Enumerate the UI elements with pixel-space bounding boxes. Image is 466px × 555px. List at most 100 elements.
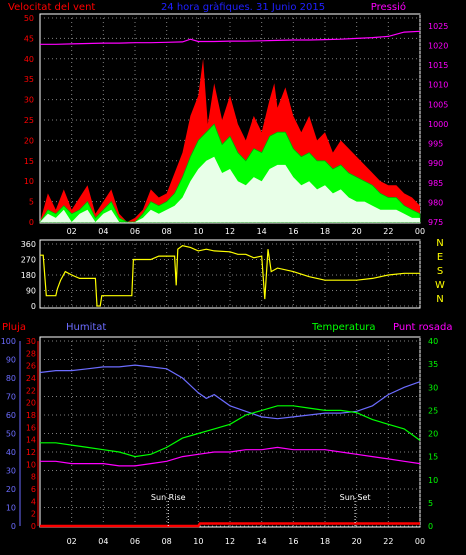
humidity-y-tick-label: 60 — [6, 411, 16, 420]
wind-y-tick-label: 40 — [24, 55, 34, 64]
pressure-y-tick-label: 995 — [428, 140, 443, 149]
climate-x-tick-label: 18 — [320, 537, 330, 546]
climate-x-tick-label: 12 — [225, 537, 235, 546]
climate-x-tick-label: 16 — [288, 537, 298, 546]
wind-y-tick-label: 0 — [29, 218, 34, 227]
climate-x-tick-label: 14 — [257, 537, 267, 546]
pressure-y-tick-label: 985 — [428, 179, 443, 188]
compass-label: S — [437, 266, 443, 277]
wind-x-tick-label: 08 — [162, 227, 172, 236]
rain-y-tick-label: 22 — [26, 386, 36, 395]
rain-y-tick-label: 26 — [26, 362, 36, 371]
pressure-y-tick-label: 975 — [428, 218, 443, 227]
direction-y-tick-label: 360 — [21, 240, 36, 249]
rain-y-tick-label: 10 — [26, 460, 36, 469]
humidity-y-tick-label: 20 — [6, 485, 16, 494]
pressure-y-tick-label: 1005 — [428, 100, 448, 109]
compass-label: E — [437, 252, 443, 263]
humidity-y-tick-label: 70 — [6, 393, 16, 402]
wind-y-tick-label: 50 — [24, 14, 34, 23]
wind-x-tick-label: 14 — [257, 227, 267, 236]
wind-x-tick-label: 06 — [130, 227, 140, 236]
humidity-y-tick-label: 50 — [6, 430, 16, 439]
sunrise-label: Sun Rise — [151, 493, 186, 502]
temperature-label: Temperatura — [311, 322, 376, 333]
rain-y-tick-label: 16 — [26, 423, 36, 432]
pressure-y-tick-label: 1015 — [428, 61, 448, 70]
climate-x-tick-label: 02 — [67, 537, 77, 546]
climate-x-tick-label: 10 — [193, 537, 203, 546]
wind-x-tick-label: 00 — [415, 227, 425, 236]
wind-y-tick-label: 30 — [24, 96, 34, 105]
temp-y-tick-label: 40 — [428, 337, 438, 346]
climate-x-tick-label: 06 — [130, 537, 140, 546]
wind-speed-title: Velocitat del vent — [8, 2, 95, 13]
temp-y-tick-label: 5 — [428, 499, 433, 508]
temp-y-tick-label: 30 — [428, 383, 438, 392]
pressure-y-tick-label: 1020 — [428, 41, 448, 50]
wind-x-tick-label: 16 — [288, 227, 298, 236]
climate-x-tick-label: 22 — [383, 537, 393, 546]
pressure-y-tick-label: 1025 — [428, 22, 448, 31]
temp-y-tick-label: 25 — [428, 406, 438, 415]
temp-y-tick-label: 15 — [428, 453, 438, 462]
temp-y-tick-label: 35 — [428, 360, 438, 369]
wind-x-tick-label: 20 — [352, 227, 362, 236]
direction-y-tick-label: 270 — [21, 256, 36, 265]
temperature-series — [40, 405, 421, 458]
climate-x-tick-label: 00 — [415, 537, 425, 546]
compass-label: N — [436, 238, 443, 249]
rain-y-tick-label: 6 — [31, 485, 36, 494]
humidity-y-tick-label: 100 — [1, 337, 16, 346]
rain-y-tick-label: 0 — [31, 522, 36, 531]
wind-x-tick-label: 12 — [225, 227, 235, 236]
rain-y-tick-label: 8 — [31, 473, 36, 482]
humidity-y-tick-label: 30 — [6, 467, 16, 476]
rain-y-tick-label: 18 — [26, 411, 36, 420]
compass-label: W — [435, 280, 445, 291]
rain-y-tick-label: 4 — [31, 497, 36, 506]
humidity-y-tick-label: 0 — [11, 522, 16, 531]
wind-x-tick-label: 04 — [98, 227, 108, 236]
wind-y-tick-label: 35 — [24, 75, 34, 84]
climate-x-tick-label: 08 — [162, 537, 172, 546]
rain-y-tick-label: 28 — [26, 349, 36, 358]
humidity-series — [39, 364, 421, 420]
wind-y-tick-label: 15 — [24, 157, 34, 166]
rain-y-tick-label: 14 — [26, 436, 36, 445]
chart-title: 24 hora gràfiques. 31 Junio 2015 — [161, 1, 325, 13]
pressure-y-tick-label: 1010 — [428, 81, 448, 90]
direction-y-tick-label: 0 — [31, 302, 36, 311]
humidity-y-tick-label: 40 — [6, 448, 16, 457]
rain-y-tick-label: 2 — [31, 510, 36, 519]
rain-y-tick-label: 20 — [26, 399, 36, 408]
wind-y-tick-label: 20 — [24, 136, 34, 145]
climate-x-tick-label: 04 — [98, 537, 108, 546]
rain-label: Pluja — [2, 322, 26, 333]
humidity-label: Humitat — [66, 322, 106, 333]
temp-y-tick-label: 0 — [428, 522, 433, 531]
pressure-series — [40, 30, 421, 45]
wind-y-tick-label: 10 — [24, 177, 34, 186]
wind-speed-series — [40, 156, 420, 222]
rain-y-tick-label: 24 — [26, 374, 36, 383]
humidity-y-tick-label: 10 — [6, 504, 16, 513]
pressure-title: Pressió — [371, 1, 406, 13]
wind-x-tick-label: 10 — [193, 227, 203, 236]
sunset-label: Sun Set — [340, 493, 371, 502]
rain-y-tick-label: 30 — [26, 337, 36, 346]
climate-x-tick-label: 20 — [352, 537, 362, 546]
wind-direction-series — [40, 245, 420, 307]
wind-y-tick-label: 45 — [24, 34, 34, 43]
temp-y-tick-label: 10 — [428, 476, 438, 485]
wind-y-tick-label: 25 — [24, 116, 34, 125]
rain-y-tick-label: 12 — [26, 448, 36, 457]
direction-y-tick-label: 180 — [21, 271, 36, 280]
dewpoint-label: Punt rosada — [393, 322, 452, 333]
direction-y-tick-label: 90 — [26, 287, 36, 296]
wind-x-tick-label: 22 — [383, 227, 393, 236]
rain-series — [40, 522, 420, 528]
pressure-y-tick-label: 980 — [428, 198, 443, 207]
wind-x-tick-label: 18 — [320, 227, 330, 236]
